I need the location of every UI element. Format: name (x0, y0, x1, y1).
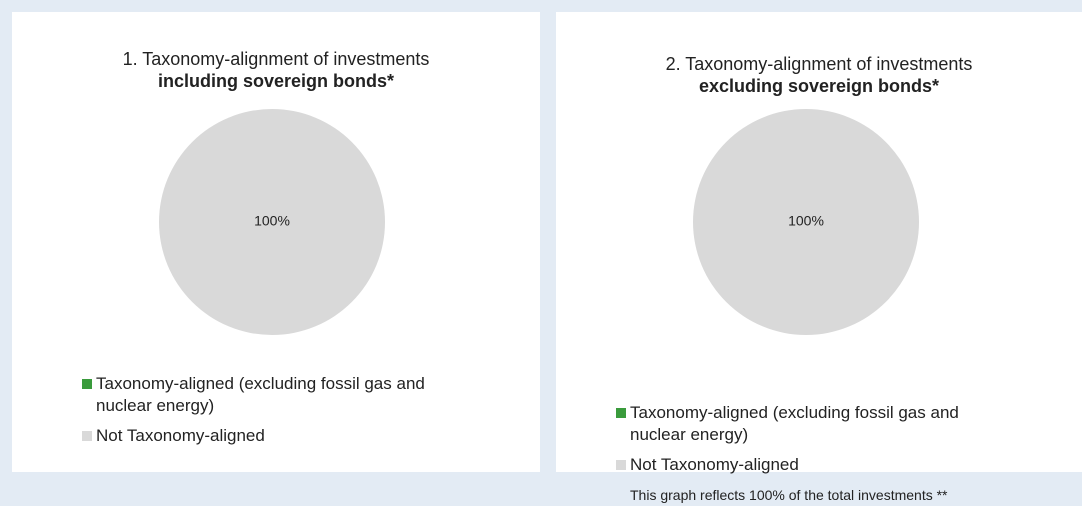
annotation: This graph reflects 100% of the total in… (630, 487, 948, 503)
subtitle: excluding sovereign bonds* (698, 76, 940, 96)
legend-swatch (82, 431, 92, 441)
data-label: 100% (254, 213, 290, 229)
chart-title: 1. Taxonomy-alignment of investments incl… (12, 48, 540, 92)
legend-label: Not Taxonomy-aligned (96, 426, 265, 445)
subtitle: including sovereign bonds* (157, 71, 395, 91)
legend-item: Not Taxonomy-aligned (82, 425, 432, 447)
legend-swatch (82, 379, 92, 389)
legend-label: Taxonomy-aligned (excluding fossil gas a… (96, 374, 425, 415)
pie-slice (693, 109, 919, 335)
legend-item: Taxonomy-aligned (excluding fossil gas a… (82, 373, 432, 417)
legend-item: Not Taxonomy-aligned (616, 454, 966, 476)
legend-label: Not Taxonomy-aligned (630, 455, 799, 474)
legend-label: Taxonomy-aligned (excluding fossil gas a… (630, 403, 959, 444)
pie-chart: 100% (693, 109, 919, 335)
pie-slice (159, 109, 385, 335)
legend-swatch (616, 460, 626, 470)
data-label: 100% (788, 213, 824, 229)
legend-item: Taxonomy-aligned (excluding fossil gas a… (616, 402, 966, 446)
chart-panel: 100% 1. Taxonomy-alignment of investments… (12, 12, 540, 472)
legend: Taxonomy-aligned (excluding fossil gas a… (616, 402, 966, 506)
legend: Taxonomy-aligned (excluding fossil gas a… (82, 373, 432, 455)
title-line: 2. Taxonomy-alignment of investments (665, 54, 973, 74)
page: {"chart_data": [ {"type": "pie", "title"… (12, 12, 1082, 503)
chart-title: 2. Taxonomy-alignment of investments excl… (556, 53, 1082, 97)
pie-chart: 100% (159, 109, 385, 335)
legend-swatch (616, 408, 626, 418)
chart-panel: 100% 2. Taxonomy-alignment of investments… (556, 12, 1082, 503)
title-line: 1. Taxonomy-alignment of investments (122, 49, 430, 69)
